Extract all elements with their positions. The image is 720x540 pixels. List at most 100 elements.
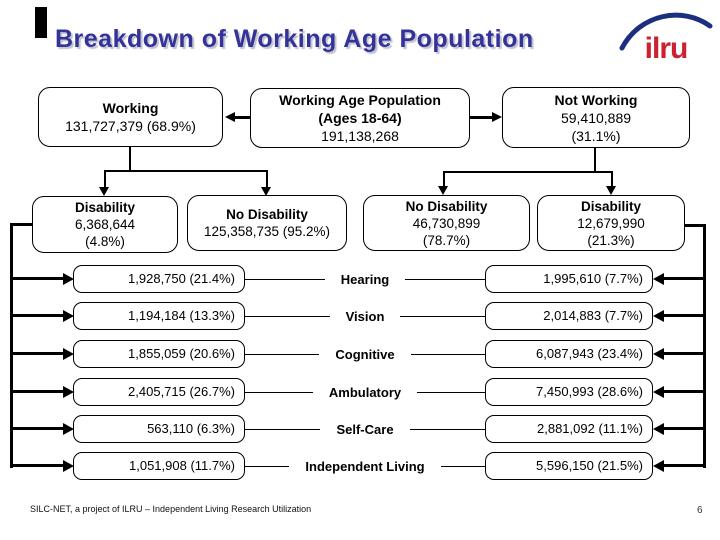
connector-line bbox=[245, 391, 313, 393]
node-value: 6,368,644 bbox=[74, 217, 136, 232]
node-value: 46,730,899 bbox=[412, 215, 481, 231]
arrow-head-down bbox=[606, 186, 616, 195]
arrow-head-left bbox=[653, 310, 664, 322]
node-title: No Disability bbox=[405, 198, 488, 214]
category-label: Cognitive bbox=[335, 346, 395, 362]
connector-line bbox=[234, 116, 250, 119]
arrow-head-right bbox=[63, 310, 74, 322]
connector-line bbox=[440, 465, 486, 467]
arrow-head-left bbox=[653, 348, 664, 360]
category-row-hearing: 1,928,750 (21.4%) Hearing 1,995,610 (7.7… bbox=[0, 265, 720, 293]
right-value-box: 6,087,943 (23.4%) bbox=[485, 340, 653, 368]
arrow-head-down bbox=[438, 186, 448, 195]
center-zone: Independent Living bbox=[245, 452, 486, 480]
node-value: 12,679,990 bbox=[577, 215, 645, 231]
right-spine bbox=[703, 224, 706, 468]
arrow-head-down bbox=[99, 187, 109, 196]
center-zone: Ambulatory bbox=[245, 378, 486, 406]
center-zone: Vision bbox=[245, 302, 485, 330]
right-value-box: 2,881,092 (11.1%) bbox=[485, 415, 653, 443]
category-row-vision: 1,194,184 (13.3%) Vision 2,014,883 (7.7%… bbox=[0, 302, 720, 330]
category-label: Independent Living bbox=[305, 458, 425, 474]
arrow-head-left bbox=[653, 423, 664, 435]
node-title: Not Working bbox=[554, 91, 638, 108]
left-spine bbox=[10, 223, 13, 468]
center-zone: Hearing bbox=[245, 265, 485, 293]
page-title: Breakdown of Working Age Population bbox=[55, 25, 534, 53]
connector-line bbox=[104, 170, 106, 188]
left-value-box: 563,110 (6.3%) bbox=[73, 415, 245, 443]
node-pct: (21.3%) bbox=[587, 232, 635, 248]
node-value: 125,358,735 (95.2%) bbox=[203, 224, 331, 239]
connector-line bbox=[245, 315, 330, 317]
left-value-box: 1,855,059 (20.6%) bbox=[73, 340, 245, 368]
node-pct: (4.8%) bbox=[85, 234, 125, 249]
category-label: Self-Care bbox=[336, 421, 394, 437]
connector-line bbox=[400, 315, 485, 317]
arrow-head-right bbox=[492, 112, 502, 122]
connector-line bbox=[443, 171, 445, 187]
node-working-no-disability: No Disability 125,358,735 (95.2%) bbox=[187, 195, 347, 251]
connector-line bbox=[662, 277, 706, 280]
connector-line bbox=[470, 116, 492, 119]
arrow-head-left bbox=[653, 273, 664, 285]
node-title: No Disability bbox=[226, 207, 308, 222]
connector-line bbox=[10, 314, 64, 317]
category-label: Vision bbox=[345, 308, 385, 324]
connector-line bbox=[443, 171, 613, 173]
node-not-working: Not Working 59,410,889 (31.1%) bbox=[502, 87, 690, 148]
connector-line bbox=[409, 428, 486, 430]
arrow-head-right bbox=[63, 273, 74, 285]
node-pct: (31.1%) bbox=[571, 127, 621, 144]
connector-line bbox=[10, 352, 64, 355]
connector-line bbox=[245, 278, 325, 280]
connector-line bbox=[662, 352, 706, 355]
connector-line bbox=[410, 353, 486, 355]
right-spine-link bbox=[685, 224, 706, 227]
connector-line bbox=[10, 277, 64, 280]
node-value: 131,727,379 (68.9%) bbox=[65, 118, 196, 134]
right-value-box: 2,014,883 (7.7%) bbox=[485, 302, 653, 330]
connector-line bbox=[662, 464, 706, 467]
connector-line bbox=[129, 147, 131, 172]
category-row-independent-living: 1,051,908 (11.7%) Independent Living 5,5… bbox=[0, 452, 720, 480]
left-spine-link bbox=[10, 223, 32, 226]
node-notworking-disability: Disability 12,679,990 (21.3%) bbox=[537, 195, 685, 251]
connector-line bbox=[245, 465, 290, 467]
left-value-box: 2,405,715 (26.7%) bbox=[73, 378, 245, 406]
connector-line bbox=[245, 353, 320, 355]
arrow-head-right bbox=[63, 423, 74, 435]
connector-line bbox=[10, 427, 64, 430]
node-working: Working 131,727,379 (68.9%) bbox=[38, 87, 223, 147]
connector-line bbox=[245, 428, 321, 430]
arrow-head-left bbox=[653, 460, 664, 472]
right-value-box: 5,596,150 (21.5%) bbox=[485, 452, 653, 480]
category-row-cognitive: 1,855,059 (20.6%) Cognitive 6,087,943 (2… bbox=[0, 340, 720, 368]
arrow-head-right bbox=[63, 460, 74, 472]
node-subtitle: (Ages 18-64) bbox=[318, 110, 402, 126]
connector-line bbox=[662, 314, 706, 317]
right-value-box: 1,995,610 (7.7%) bbox=[485, 265, 653, 293]
arrow-head-right bbox=[63, 386, 74, 398]
connector-line bbox=[594, 148, 596, 173]
arrow-head-left bbox=[653, 386, 664, 398]
left-value-box: 1,928,750 (21.4%) bbox=[73, 265, 245, 293]
left-value-box: 1,194,184 (13.3%) bbox=[73, 302, 245, 330]
connector-line bbox=[10, 464, 64, 467]
connector-line bbox=[662, 427, 706, 430]
page-number: 6 bbox=[697, 505, 703, 516]
node-title: Disability bbox=[580, 198, 642, 214]
category-row-self-care: 563,110 (6.3%) Self-Care 2,881,092 (11.1… bbox=[0, 415, 720, 443]
node-title: Working Age Population bbox=[279, 92, 441, 108]
connector-line bbox=[104, 170, 268, 172]
connector-line bbox=[405, 278, 485, 280]
footer-text: SILC-NET, a project of ILRU – Independen… bbox=[30, 504, 312, 514]
connector-line bbox=[662, 390, 706, 393]
node-working-age-population: Working Age Population (Ages 18-64) 191,… bbox=[250, 88, 470, 148]
connector-line bbox=[417, 391, 486, 393]
node-title: Disability bbox=[74, 200, 136, 215]
node-value: 59,410,889 bbox=[560, 109, 632, 126]
node-title: Working bbox=[102, 100, 159, 116]
title-accent-bar bbox=[35, 7, 47, 38]
